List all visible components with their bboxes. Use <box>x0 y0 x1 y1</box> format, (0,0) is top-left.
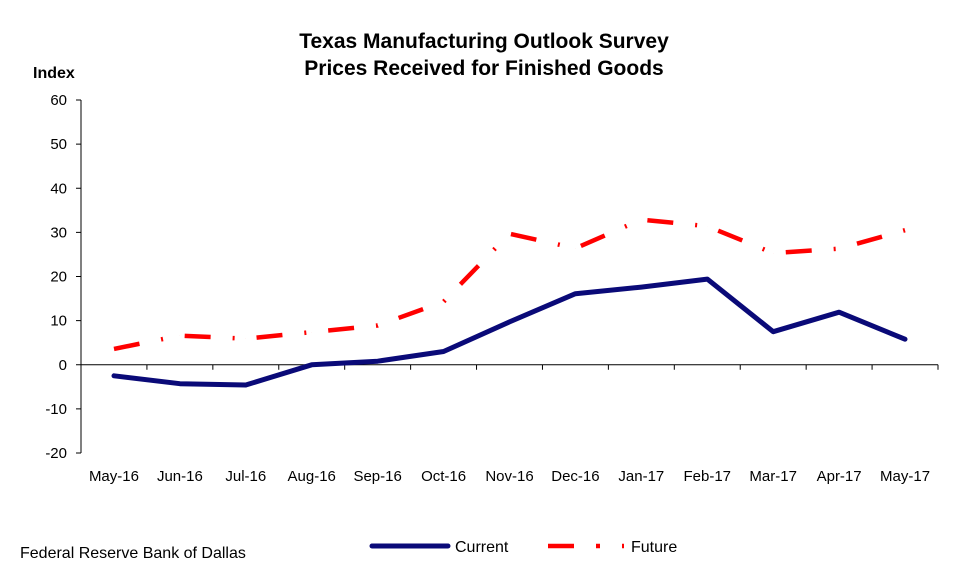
x-tick-label: May-16 <box>89 468 139 485</box>
x-tick-label: Sep-16 <box>353 468 401 485</box>
source-note: Federal Reserve Bank of Dallas <box>20 545 246 562</box>
legend-label-current: Current <box>455 539 509 556</box>
y-tick-label: 10 <box>50 313 67 330</box>
x-tick-label: Mar-17 <box>749 468 797 485</box>
legend-label-future: Future <box>631 539 677 556</box>
x-tick-label: Jul-16 <box>225 468 266 485</box>
y-tick-label: 0 <box>59 357 67 374</box>
x-tick-label: Nov-16 <box>485 468 533 485</box>
x-tick-label: Feb-17 <box>684 468 732 485</box>
axes: -20 -10 0 10 20 30 40 50 60 May-16 Jun-16 Jul-16 Aug… <box>45 92 939 485</box>
x-tick-label: Apr-17 <box>817 468 862 485</box>
chart-title-line-2: Prices Received for Finished Goods <box>304 57 663 80</box>
y-tick-label: 60 <box>50 92 67 109</box>
y-axis-label: Index <box>33 65 75 82</box>
y-tick-label: 20 <box>50 269 67 286</box>
chart-title-line-1: Texas Manufacturing Outlook Survey <box>299 30 669 53</box>
y-tick-label: -10 <box>45 401 67 418</box>
y-tick-label: -20 <box>45 445 67 462</box>
x-tick-label: Jun-16 <box>157 468 203 485</box>
x-tick-label: Jan-17 <box>618 468 664 485</box>
series-layer <box>111 217 908 388</box>
y-tick-label: 50 <box>50 136 67 153</box>
series-line-current <box>111 276 908 388</box>
y-tick-label: 30 <box>50 224 67 241</box>
x-tick-label: Aug-16 <box>288 468 336 485</box>
y-tick-label: 40 <box>50 180 67 197</box>
legend: Current Future <box>369 539 677 556</box>
x-tick-label: Dec-16 <box>551 468 599 485</box>
x-tick-label: Oct-16 <box>421 468 466 485</box>
x-tick-label: May-17 <box>880 468 930 485</box>
